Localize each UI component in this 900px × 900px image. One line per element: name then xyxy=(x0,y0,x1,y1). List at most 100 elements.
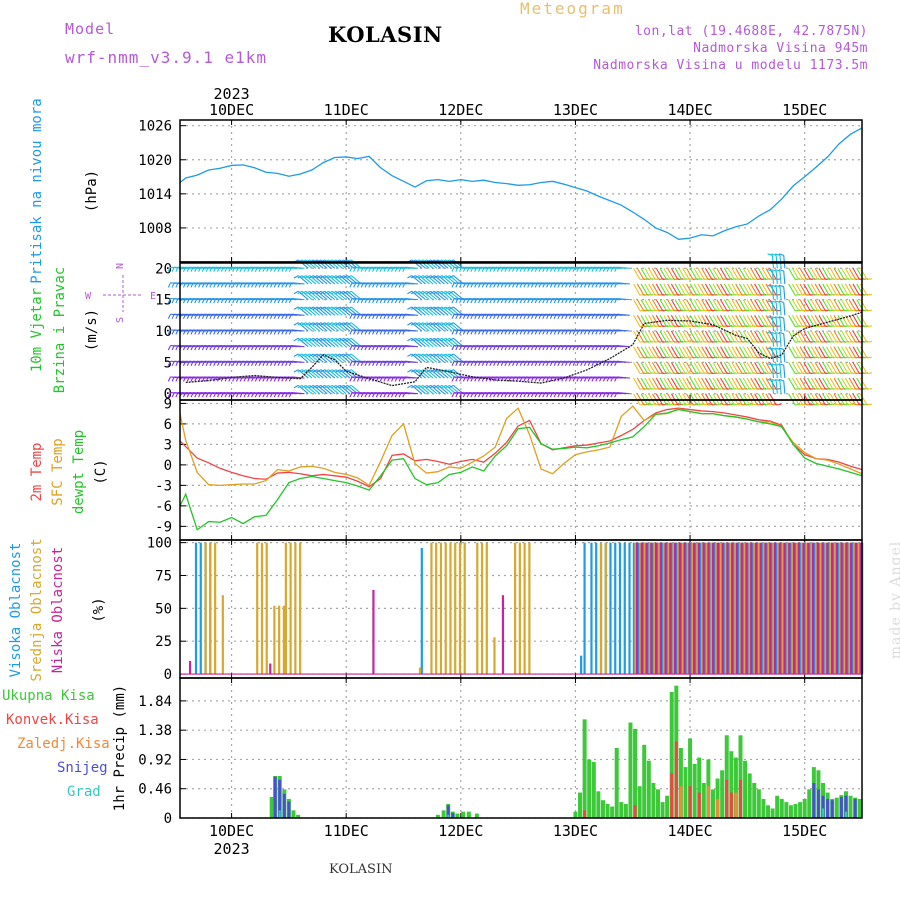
wind-barb-feather xyxy=(761,309,767,312)
wind-barb xyxy=(670,330,679,343)
wind-barb xyxy=(771,333,775,347)
wind-barb-feather xyxy=(795,356,801,359)
wind-barb-feather xyxy=(342,275,348,279)
wind-barb xyxy=(788,299,796,312)
wind-barb-feather xyxy=(372,329,376,335)
wind-barb-feather xyxy=(512,313,516,319)
wind-barb-feather xyxy=(771,378,777,382)
wind-barb-feather xyxy=(224,345,228,351)
high-cloud-bar xyxy=(842,542,845,675)
wind-barb-feather xyxy=(477,313,482,319)
wind-barb xyxy=(795,315,804,327)
wind-barb-feather xyxy=(749,278,755,281)
high-cloud-bar xyxy=(723,542,726,675)
wind-barb xyxy=(810,362,819,374)
wind-barb-feather xyxy=(470,376,474,382)
mid-cloud-bar xyxy=(696,542,699,675)
wind-barb-feather xyxy=(681,325,687,328)
wind-barb xyxy=(697,283,705,296)
precip-legend-item: Zaledj.Kisa xyxy=(17,736,110,752)
wind-barb xyxy=(720,346,728,359)
wind-barb xyxy=(686,283,694,296)
wind-barb-feather xyxy=(553,298,557,304)
wind-barb-feather xyxy=(614,376,618,382)
lonlat-label: lon,lat (19.4688E, 42.7875N) xyxy=(634,24,868,39)
wind-barb-feather xyxy=(433,384,439,389)
wind-barb-feather xyxy=(527,282,531,288)
wind-barb-feather xyxy=(316,275,322,279)
snow-bar xyxy=(282,793,286,818)
wind-barb xyxy=(814,362,823,374)
wind-barb xyxy=(678,330,686,343)
wind-barb-feather xyxy=(719,387,725,390)
wind-barb-feather xyxy=(422,337,428,342)
wind-barb xyxy=(712,299,720,312)
wind-barb-feather xyxy=(258,298,262,304)
wind-barb-feather xyxy=(662,372,668,375)
wind-barb xyxy=(791,330,800,343)
wind-barb-feather xyxy=(767,331,773,335)
wind-barb-feather xyxy=(353,376,357,382)
wind-barb-feather xyxy=(243,313,247,319)
wind-barb-feather xyxy=(466,313,470,319)
wind-barb-feather xyxy=(670,403,676,406)
mid-cloud-bar xyxy=(273,605,276,675)
wind-unit: (m/s) xyxy=(84,309,100,351)
wind-barb-feather xyxy=(247,360,251,366)
total-precip-bar xyxy=(724,735,729,818)
convective-precip-bar xyxy=(583,810,587,818)
wind-barb xyxy=(829,315,838,327)
wind-barb-feather xyxy=(817,325,823,328)
wind-barb-feather xyxy=(448,322,454,326)
convective-precip-bar xyxy=(670,773,674,818)
wind-barb-feather xyxy=(538,313,542,319)
wind-barb xyxy=(852,315,860,327)
wind-barb-feather xyxy=(738,309,744,312)
wind-barb-feather xyxy=(753,403,759,406)
wind-barb-feather xyxy=(655,325,661,328)
wind-barb xyxy=(837,377,845,390)
wind-barb xyxy=(803,330,811,343)
wind-barb-feather xyxy=(288,266,293,272)
wind-barb-feather xyxy=(500,392,504,398)
mid-cloud-bar xyxy=(463,542,466,675)
wind-barb-feather xyxy=(339,337,344,342)
wind-barb-feather xyxy=(753,387,759,390)
wind-barb-feather xyxy=(742,340,748,343)
total-precip-bar xyxy=(651,783,656,818)
wind-barb-feather xyxy=(572,313,576,319)
low-cloud-bar xyxy=(269,663,272,675)
wind-barb-feather xyxy=(726,403,733,406)
wind-barb-feather xyxy=(331,353,337,357)
wind-barb-feather xyxy=(542,376,546,382)
wind-barb xyxy=(731,299,739,312)
wind-barb-feather xyxy=(418,384,424,389)
wind-barb-feather xyxy=(844,387,850,390)
wind-barb-feather xyxy=(670,278,676,281)
wind-barb-feather xyxy=(407,290,413,295)
wind-barb-feather xyxy=(798,372,804,375)
wind-barb xyxy=(697,362,705,374)
wind-barb xyxy=(723,346,732,359)
wind-barb-feather xyxy=(719,356,725,359)
wind-barb-feather xyxy=(557,298,561,304)
wind-barb-feather xyxy=(293,353,299,357)
wind-barb-feather xyxy=(719,340,725,343)
wind-barb xyxy=(697,346,705,359)
convective-precip-bar xyxy=(729,792,733,818)
wind-barb-feather xyxy=(844,278,850,281)
wind-barb xyxy=(636,377,645,390)
wind-barb xyxy=(651,299,660,312)
wind-barb-feather xyxy=(519,360,523,366)
wind-barb xyxy=(291,282,305,285)
wind-barb xyxy=(723,299,732,312)
low-cloud-bar xyxy=(674,542,677,675)
wind-barb-feather xyxy=(753,309,759,312)
wind-barb-feather xyxy=(288,392,293,398)
wind-barb-feather xyxy=(825,293,831,296)
wind-barb-feather xyxy=(426,384,431,389)
mid-cloud-bar xyxy=(753,542,756,675)
wind-barb-feather xyxy=(496,266,501,272)
wind-barb-feather xyxy=(175,266,179,272)
